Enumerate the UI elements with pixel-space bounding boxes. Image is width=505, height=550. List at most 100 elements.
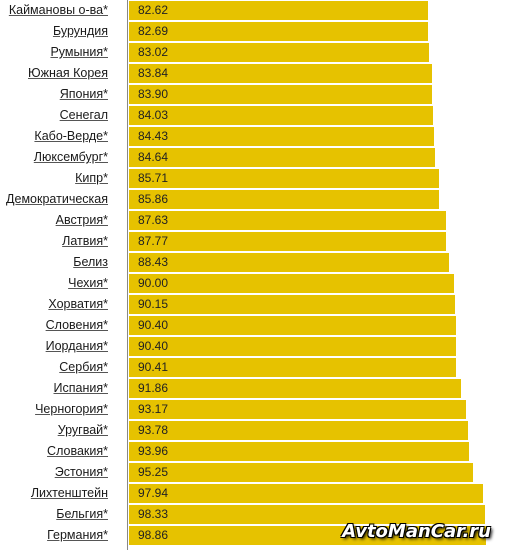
value-label: 83.02 (138, 45, 169, 59)
bar-row: Каймановы о-ва* 82.62 (0, 0, 505, 21)
category-label[interactable]: Черногория* (35, 402, 108, 416)
bar (129, 127, 435, 146)
value-label: 88.43 (138, 255, 169, 269)
bar (129, 274, 455, 293)
bar-row: Чехия* 90.00 (0, 273, 505, 294)
bar (129, 526, 487, 545)
bar (129, 379, 462, 398)
y-axis-line (127, 0, 128, 550)
category-label[interactable]: Уругвай* (57, 423, 108, 437)
category-label[interactable]: Чехия* (68, 276, 108, 290)
category-label[interactable]: Хорватия* (48, 297, 108, 311)
bar-row: Словения* 90.40 (0, 315, 505, 336)
category-label[interactable]: Германия* (47, 528, 108, 542)
bar (129, 253, 449, 272)
category-label[interactable]: Лихтенштейн (30, 486, 108, 500)
bar-row: Бельгия* 98.33 (0, 504, 505, 525)
value-label: 91.86 (138, 381, 169, 395)
category-label[interactable]: Каймановы о-ва* (8, 3, 108, 17)
category-label[interactable]: Сербия* (59, 360, 108, 374)
bar (129, 148, 435, 167)
category-label[interactable]: Иордания* (45, 339, 108, 353)
bar (129, 64, 433, 83)
bar-row: Уругвай* 93.78 (0, 420, 505, 441)
category-label[interactable]: Демократическая (6, 192, 108, 206)
bar (129, 484, 484, 503)
bar-row: Сенегал 84.03 (0, 105, 505, 126)
bar-row: Бурундия 82.69 (0, 21, 505, 42)
bar (129, 463, 474, 482)
bar (129, 232, 447, 251)
value-label: 83.84 (138, 66, 169, 80)
category-label[interactable]: Кипр* (75, 171, 108, 185)
value-label: 98.33 (138, 507, 169, 521)
bar-row: Черногория* 93.17 (0, 399, 505, 420)
bar-row: Латвия* 87.77 (0, 231, 505, 252)
category-label[interactable]: Австрия* (55, 213, 108, 227)
category-label[interactable]: Испания* (53, 381, 108, 395)
value-label: 87.77 (138, 234, 169, 248)
value-label: 87.63 (138, 213, 169, 227)
bar-row: Иордания* 90.40 (0, 336, 505, 357)
value-label: 93.78 (138, 423, 169, 437)
category-label[interactable]: Япония* (59, 87, 108, 101)
bar (129, 43, 430, 62)
bar (129, 190, 440, 209)
value-label: 93.96 (138, 444, 169, 458)
bar-row: Южная Корея 83.84 (0, 63, 505, 84)
bar (129, 400, 466, 419)
value-label: 84.43 (138, 129, 169, 143)
value-label: 85.71 (138, 171, 169, 185)
value-label: 83.90 (138, 87, 169, 101)
category-label[interactable]: Бурундия (52, 24, 108, 38)
value-label: 84.03 (138, 108, 169, 122)
category-label[interactable]: Румыния* (50, 45, 108, 59)
category-label[interactable]: Словения* (45, 318, 108, 332)
category-label[interactable]: Эстония* (54, 465, 108, 479)
value-label: 82.62 (138, 3, 169, 17)
bar (129, 22, 428, 41)
value-label: 90.00 (138, 276, 169, 290)
category-label[interactable]: Кабо-Верде* (34, 129, 108, 143)
value-label: 98.86 (138, 528, 169, 542)
bar-row: Австрия* 87.63 (0, 210, 505, 231)
value-label: 90.40 (138, 318, 169, 332)
bar (129, 505, 485, 524)
bar-row: Словакия* 93.96 (0, 441, 505, 462)
bar (129, 169, 439, 188)
bar (129, 85, 433, 104)
bar-row: Сербия* 90.41 (0, 357, 505, 378)
bar (129, 442, 469, 461)
value-label: 90.40 (138, 339, 169, 353)
bar-row: Белиз 88.43 (0, 252, 505, 273)
bar (129, 106, 433, 125)
bar-row: Лихтенштейн 97.94 (0, 483, 505, 504)
bar (129, 421, 469, 440)
bar-row: Япония* 83.90 (0, 84, 505, 105)
category-label[interactable]: Бельгия* (56, 507, 108, 521)
bar (129, 295, 455, 314)
value-label: 84.64 (138, 150, 169, 164)
value-label: 85.86 (138, 192, 169, 206)
value-label: 95.25 (138, 465, 169, 479)
bar-row: Кабо-Верде* 84.43 (0, 126, 505, 147)
category-label[interactable]: Словакия* (47, 444, 108, 458)
bar (129, 316, 456, 335)
category-label[interactable]: Белиз (73, 255, 108, 269)
category-label[interactable]: Латвия* (62, 234, 108, 248)
bar-row: Испания* 91.86 (0, 378, 505, 399)
bar-row: Германия* 98.86 (0, 525, 505, 546)
bar-row: Люксембург* 84.64 (0, 147, 505, 168)
value-label: 82.69 (138, 24, 169, 38)
bar (129, 1, 428, 20)
value-label: 97.94 (138, 486, 169, 500)
bar-row: Румыния* 83.02 (0, 42, 505, 63)
category-label[interactable]: Сенегал (59, 108, 108, 122)
category-label[interactable]: Южная Корея (28, 66, 108, 80)
bar (129, 337, 456, 356)
bar-row: Кипр* 85.71 (0, 168, 505, 189)
bar-row: Демократическая 85.86 (0, 189, 505, 210)
category-label[interactable]: Люксембург* (33, 150, 108, 164)
bar-row: Эстония* 95.25 (0, 462, 505, 483)
